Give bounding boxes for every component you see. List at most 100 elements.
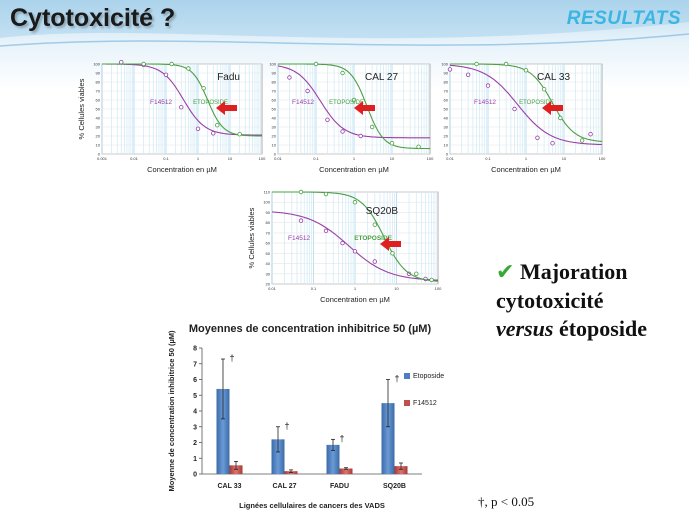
significance-marker: † — [339, 433, 344, 443]
x-tick-label: 100 — [599, 156, 606, 161]
data-point — [414, 271, 419, 276]
data-point — [503, 61, 509, 67]
data-point — [372, 259, 378, 264]
data-point — [390, 251, 395, 256]
y-tick-label: 10 — [444, 143, 449, 148]
x-tick-label: 10 — [228, 156, 233, 161]
data-point — [588, 131, 593, 137]
x-tick-label: 0.1 — [485, 156, 491, 161]
red-arrow-icon — [216, 101, 237, 115]
data-point — [169, 61, 174, 67]
y-tick-label: 100 — [269, 62, 276, 67]
data-point — [298, 218, 304, 223]
x-tick-label: 0.001 — [97, 156, 108, 161]
y-tick-label: 70 — [266, 230, 271, 235]
data-point — [237, 131, 242, 137]
bar-etoposide — [381, 403, 395, 474]
bar-chart-title: Moyennes de concentration inhibitrice 50… — [189, 323, 432, 335]
fit-curve-f14512 — [277, 65, 430, 139]
x-axis-title: Concentration en µM — [319, 165, 389, 174]
y-tick-label: 10 — [272, 143, 277, 148]
data-point — [186, 66, 191, 71]
legend-label: F14512 — [413, 400, 437, 407]
x-axis-title: Concentration en µM — [491, 165, 561, 174]
y-tick-label: 80 — [444, 80, 449, 85]
x-tick-label: 0.01 — [274, 156, 283, 161]
red-arrow-icon — [354, 101, 375, 115]
data-point — [485, 83, 491, 88]
data-point — [287, 75, 292, 80]
data-point — [351, 97, 357, 103]
data-point — [416, 144, 421, 149]
y-tick-label: 100 — [93, 62, 100, 67]
x-tick-label: 100 — [435, 286, 442, 291]
legend-swatch-etoposide — [404, 373, 410, 379]
significance-marker: † — [229, 353, 234, 363]
ic50-bar-chart: Moyennes de concentration inhibitrice 50… — [167, 323, 444, 510]
y-tick-label: 30 — [266, 271, 271, 276]
y-tick-label: 0 — [274, 152, 277, 157]
y-tick-label: 60 — [272, 98, 277, 103]
data-point — [325, 117, 330, 122]
x-tick-label: CAL 27 — [273, 483, 297, 490]
data-point — [215, 122, 220, 128]
legend-etoposide: ETOPOSIDE — [193, 100, 228, 106]
claim-versus: versus — [496, 316, 554, 341]
claim-line-2: cytotoxicité — [496, 288, 604, 313]
fit-curve-f14512 — [449, 64, 602, 146]
data-point — [429, 277, 434, 283]
x-tick-label: 0.01 — [446, 156, 455, 161]
y-tick-label: 90 — [96, 71, 101, 76]
y-tick-label: 50 — [272, 107, 277, 112]
data-point — [465, 72, 471, 77]
data-point — [389, 140, 395, 146]
significance-marker: † — [394, 374, 399, 384]
significance-marker: † — [284, 421, 289, 431]
data-point — [201, 86, 206, 91]
x-tick-label: 0.1 — [311, 286, 317, 291]
y-tick-label: 20 — [444, 134, 449, 139]
data-point — [512, 106, 517, 112]
data-point — [535, 135, 540, 140]
dose-response-chart-fadu: 0 10 20 30 40 50 60 70 80 90 100 0.001 0.01 0.1 1 10 100… — [77, 59, 266, 174]
y-tick-label: 80 — [96, 80, 101, 85]
data-point — [340, 129, 345, 134]
y-tick-label: 40 — [272, 116, 277, 121]
legend-f14512: F14512 — [292, 99, 314, 106]
cell-line-label: Fadu — [217, 72, 240, 83]
x-tick-label: 1 — [197, 156, 200, 161]
bar-f14512 — [394, 466, 408, 474]
x-tick-label: 0.1 — [163, 156, 169, 161]
y-tick-label: 20 — [96, 134, 101, 139]
legend-etoposide: ETOPOSIDE — [354, 235, 392, 242]
data-point — [141, 61, 146, 67]
x-tick-label: 10 — [390, 156, 395, 161]
bar-f14512 — [339, 468, 353, 474]
data-point — [340, 240, 345, 246]
bar-etoposide — [216, 388, 230, 474]
legend-f14512: F14512 — [474, 99, 496, 106]
section-label: RESULTATS — [566, 8, 681, 29]
x-tick-label: 10 — [562, 156, 567, 161]
claim-line-1: Majoration — [519, 259, 628, 284]
conclusion-text: ✔ Majoration cytotoxicité versus étoposi… — [496, 258, 647, 343]
y-axis-title: % Cellules viables — [247, 207, 256, 268]
data-point — [340, 70, 345, 76]
legend-etoposide: ETOPOSIDE — [329, 100, 364, 106]
data-point — [447, 67, 453, 72]
data-point — [358, 133, 363, 139]
y-tick-label: 8 — [193, 346, 197, 353]
y-tick-label: 70 — [272, 89, 277, 94]
y-tick-label: 2 — [193, 440, 197, 447]
red-arrow-icon — [542, 101, 563, 115]
data-point — [352, 200, 358, 205]
y-tick-label: 0 — [193, 472, 197, 479]
y-tick-label: 90 — [444, 71, 449, 76]
fit-curve-etoposide — [102, 63, 262, 137]
x-tick-label: CAL 33 — [218, 483, 242, 490]
data-point — [179, 105, 184, 110]
bar-etoposide — [326, 444, 340, 474]
y-tick-label: 10 — [96, 143, 101, 148]
y-tick-label: 1 — [193, 456, 197, 463]
